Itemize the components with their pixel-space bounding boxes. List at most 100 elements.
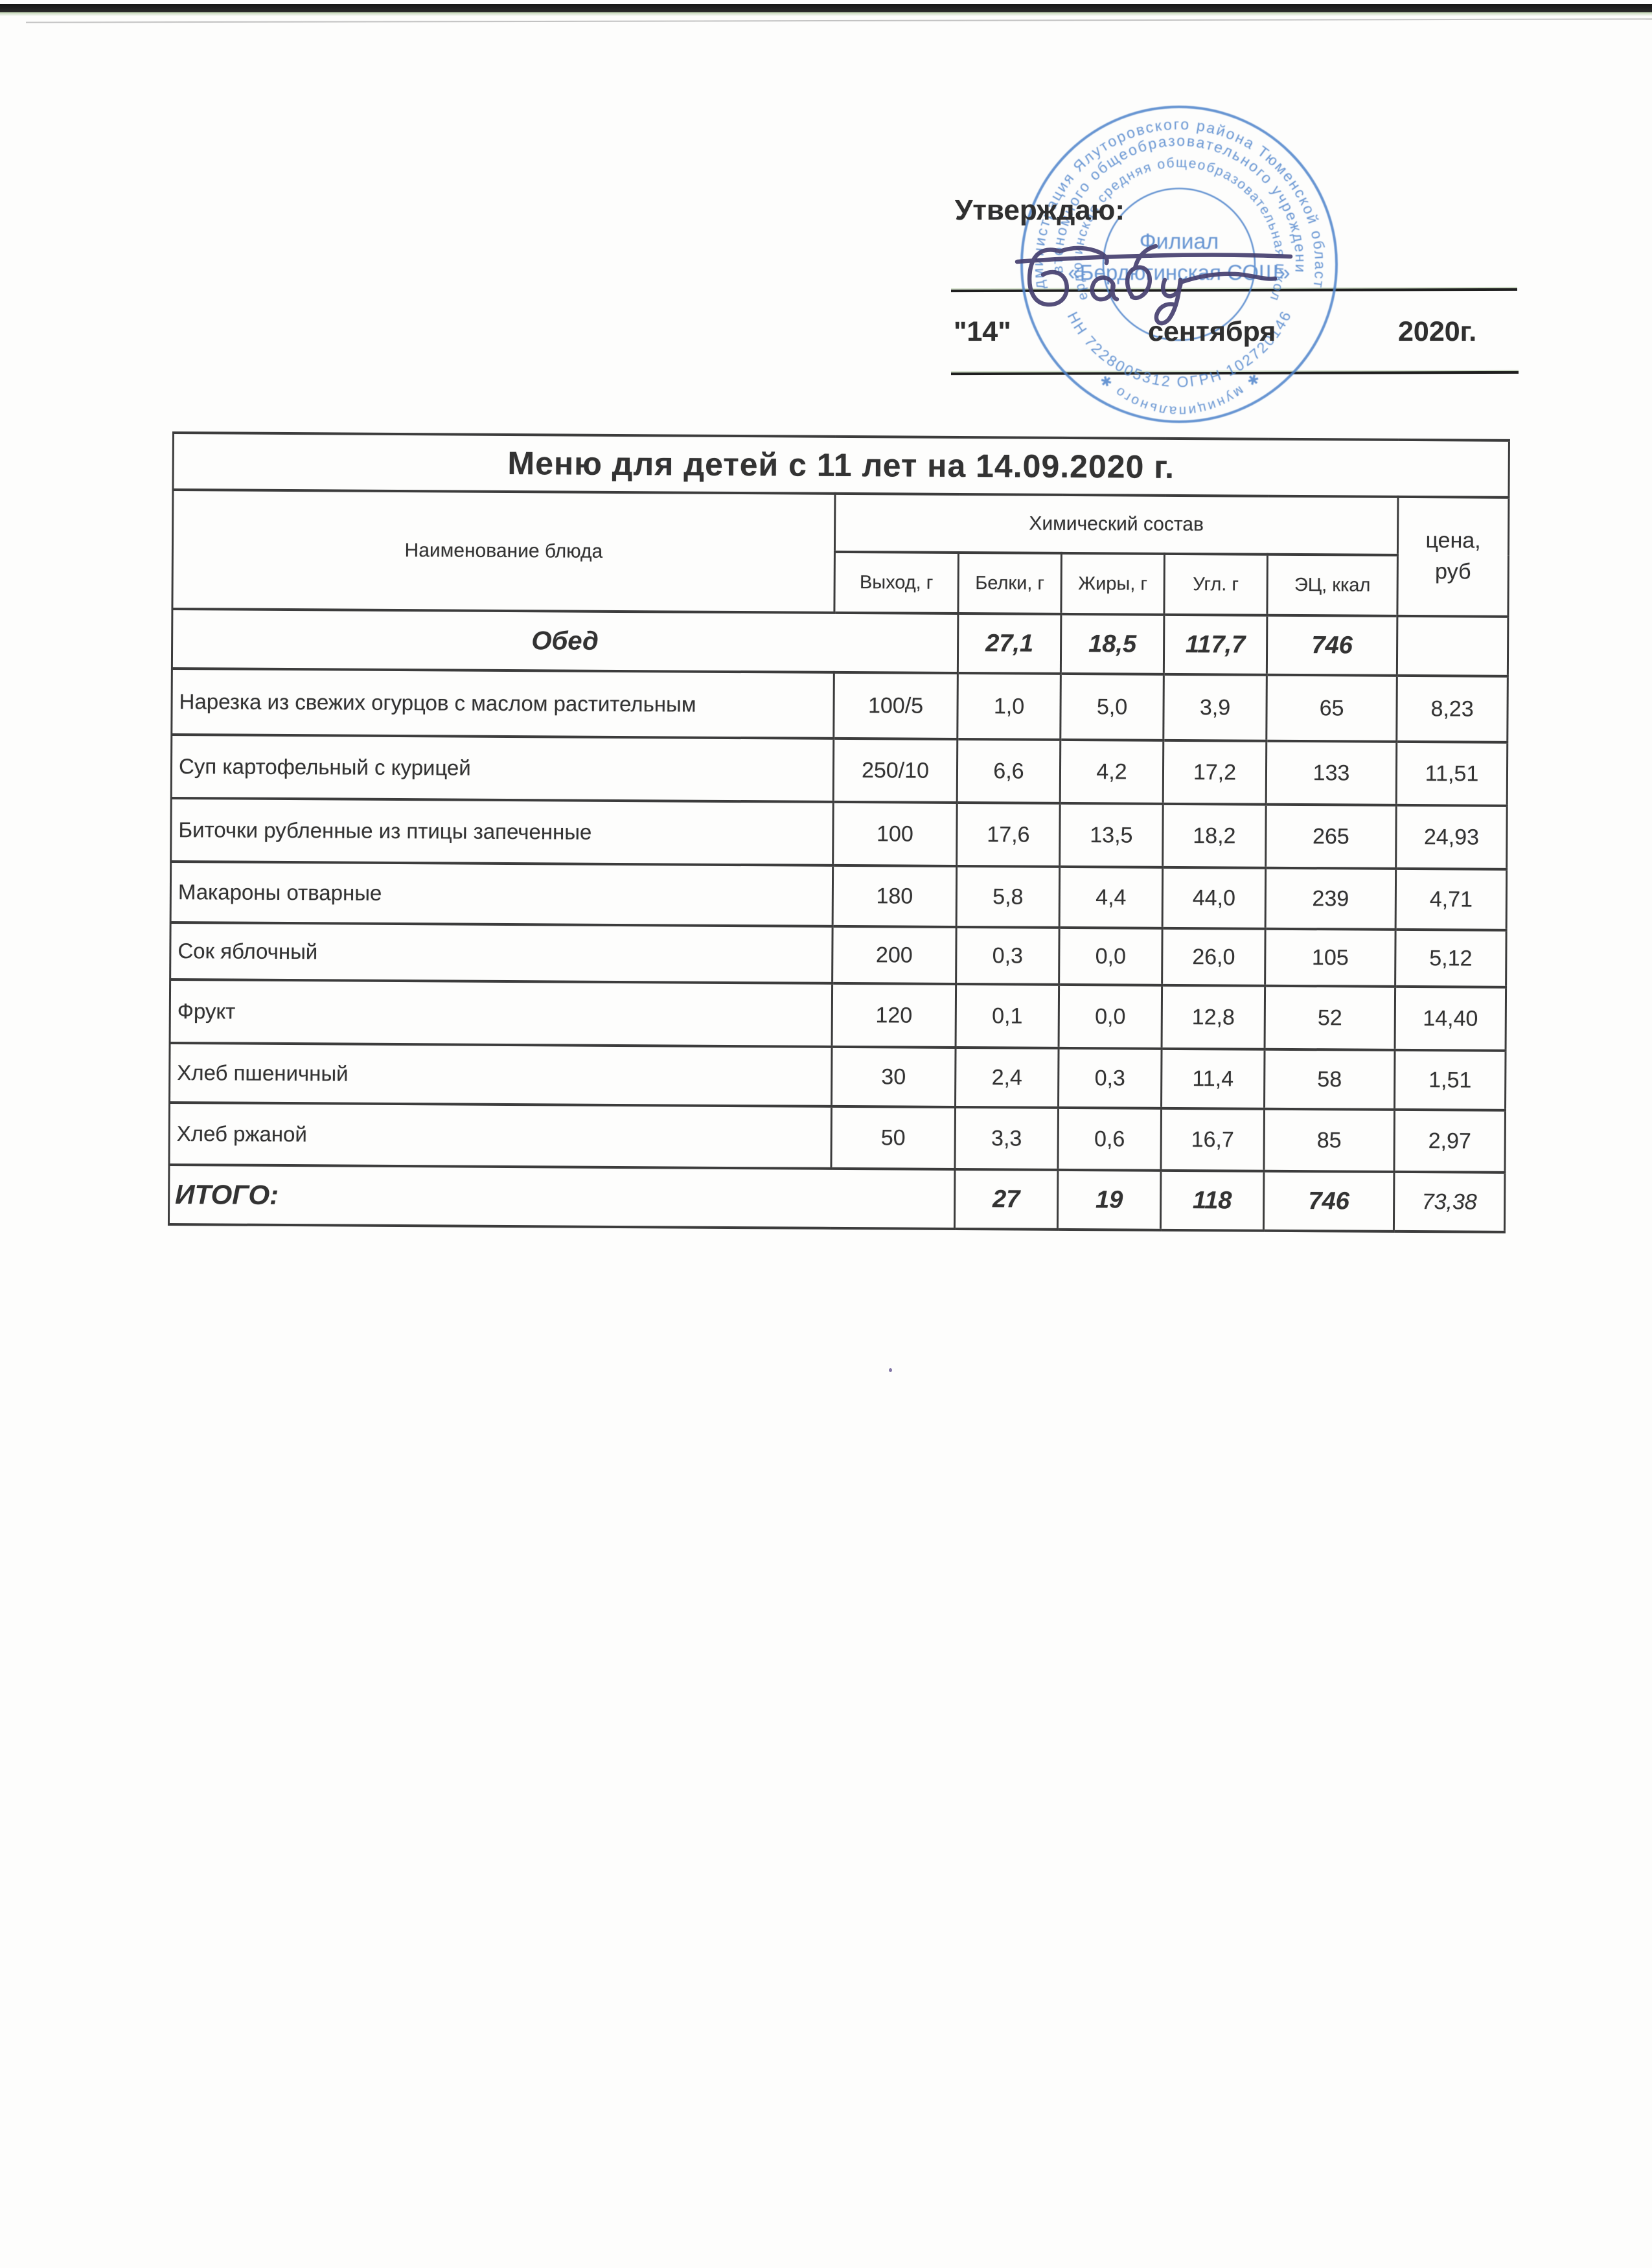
energy-cell: 65 <box>1266 674 1397 742</box>
menu-row: Нарезка из свежих огурцов с маслом расти… <box>171 669 1508 742</box>
section-carbs: 117,7 <box>1164 614 1267 675</box>
output-cell: 50 <box>831 1106 956 1169</box>
output-cell: 30 <box>831 1046 956 1107</box>
fats-cell: 13,5 <box>1059 803 1164 867</box>
section-energy: 746 <box>1267 615 1397 676</box>
price-cell: 14,40 <box>1395 986 1506 1051</box>
column-header-energy: ЭЦ, ккал <box>1267 554 1398 616</box>
price-cell: 24,93 <box>1395 805 1508 869</box>
price-cell: 5,12 <box>1395 929 1507 987</box>
carbs-cell: 44,0 <box>1162 867 1266 929</box>
column-header-chemical: Химический состав <box>834 493 1398 555</box>
carbs-cell: 17,2 <box>1163 740 1267 805</box>
dish-name-cell: Макароны отварные <box>170 861 833 926</box>
total-carbs: 118 <box>1160 1170 1264 1231</box>
proteins-cell: 0,1 <box>956 983 1059 1048</box>
energy-cell: 239 <box>1265 867 1396 930</box>
output-cell: 100/5 <box>833 672 958 739</box>
menu-row: Фрукт 120 0,1 0,0 12,8 52 14,40 <box>170 979 1506 1051</box>
column-header-price: цена, руб <box>1397 496 1509 617</box>
ink-speck <box>889 1368 892 1372</box>
carbs-cell: 11,4 <box>1161 1048 1265 1109</box>
fats-cell: 4,4 <box>1059 866 1163 928</box>
signature-stroke <box>1057 246 1109 266</box>
menu-row: Сок яблочный 200 0,3 0,0 26,0 105 5,12 <box>170 922 1507 987</box>
section-row: Обед 27,1 18,5 117,7 746 <box>172 609 1508 676</box>
price-cell: 2,97 <box>1394 1109 1506 1173</box>
date-month: сентября <box>1148 316 1276 347</box>
menu-row: Хлеб ржаной 50 3,3 0,6 16,7 85 2,97 <box>168 1102 1506 1173</box>
proteins-cell: 1,0 <box>957 672 1061 740</box>
price-header-line2: руб <box>1435 559 1471 584</box>
menu-row: Хлеб пшеничный 30 2,4 0,3 11,4 58 1,51 <box>169 1042 1506 1110</box>
stamp-outer-circle <box>1020 106 1338 423</box>
carbs-cell: 18,2 <box>1162 803 1267 868</box>
dish-name-cell: Хлеб ржаной <box>168 1102 832 1169</box>
price-cell: 4,71 <box>1395 868 1507 930</box>
dish-name-cell: Фрукт <box>170 979 832 1047</box>
section-proteins: 27,1 <box>958 613 1061 674</box>
menu-row: Биточки рубленные из птицы запеченные 10… <box>170 797 1508 869</box>
fats-cell: 0,0 <box>1059 984 1162 1049</box>
proteins-cell: 3,3 <box>954 1106 1059 1170</box>
carbs-cell: 3,9 <box>1163 674 1267 741</box>
energy-cell: 58 <box>1264 1049 1395 1110</box>
energy-cell: 52 <box>1265 985 1395 1050</box>
total-row: ИТОГО: 27 19 118 746 73,38 <box>168 1164 1506 1232</box>
energy-cell: 265 <box>1265 804 1397 869</box>
price-cell: 11,51 <box>1396 741 1508 806</box>
paper-top-edge <box>26 18 1652 23</box>
scan-top-edge <box>0 4 1652 16</box>
signature-stroke <box>1154 277 1183 326</box>
date-day: "14" <box>954 316 1011 347</box>
dish-name-cell: Хлеб пшеничный <box>169 1042 832 1106</box>
section-name: Обед <box>172 609 958 673</box>
energy-cell: 133 <box>1266 740 1397 805</box>
output-cell: 180 <box>832 865 957 927</box>
menu-table: Меню для детей с 11 лет на 14.09.2020 г.… <box>168 431 1510 1233</box>
proteins-cell: 6,6 <box>957 739 1061 803</box>
price-cell: 1,51 <box>1394 1049 1506 1110</box>
column-header-output: Выход, г <box>834 551 959 613</box>
signature-stroke <box>1090 275 1119 302</box>
signature-stroke <box>1027 247 1069 307</box>
stamp-inner-circle <box>1102 187 1256 341</box>
output-cell: 100 <box>832 801 958 866</box>
proteins-cell: 5,8 <box>956 865 1060 928</box>
output-cell: 120 <box>832 983 956 1048</box>
carbs-cell: 12,8 <box>1162 985 1265 1049</box>
price-header-line1: цена, <box>1425 528 1481 554</box>
fats-cell: 0,0 <box>1059 927 1163 985</box>
approve-label: Утверждаю: <box>955 194 1125 226</box>
signature <box>1015 244 1293 326</box>
signature-stroke <box>1015 253 1293 264</box>
fats-cell: 4,2 <box>1060 739 1164 804</box>
output-cell: 250/10 <box>833 738 958 803</box>
dish-name-cell: Суп картофельный с курицей <box>171 735 834 802</box>
dish-name-cell: Биточки рубленные из птицы запеченные <box>170 797 834 865</box>
section-fats: 18,5 <box>1061 613 1164 674</box>
total-energy: 746 <box>1263 1171 1394 1231</box>
dish-name-cell: Сок яблочный <box>170 922 833 983</box>
total-price: 73,38 <box>1394 1171 1506 1232</box>
energy-cell: 85 <box>1263 1108 1395 1172</box>
total-proteins: 27 <box>954 1169 1058 1230</box>
energy-cell: 105 <box>1265 928 1396 987</box>
column-header-proteins: Белки, г <box>958 552 1062 614</box>
menu-row: Макароны отварные 180 5,8 4,4 44,0 239 4… <box>170 861 1507 930</box>
fats-cell: 0,6 <box>1057 1107 1162 1171</box>
total-fats: 19 <box>1057 1169 1161 1230</box>
column-header-carbs: Угл. г <box>1164 553 1268 615</box>
fats-cell: 5,0 <box>1060 673 1164 740</box>
date-year: 2020г. <box>1398 316 1477 347</box>
section-price-empty <box>1397 615 1508 676</box>
total-label: ИТОГО: <box>168 1164 955 1229</box>
proteins-cell: 17,6 <box>956 802 1061 867</box>
dish-name-cell: Нарезка из свежих огурцов с маслом расти… <box>171 669 834 739</box>
proteins-cell: 0,3 <box>956 926 1060 985</box>
carbs-cell: 26,0 <box>1162 928 1266 986</box>
menu-row: Суп картофельный с курицей 250/10 6,6 4,… <box>171 735 1508 806</box>
output-cell: 200 <box>832 926 957 984</box>
price-cell: 8,23 <box>1396 675 1508 742</box>
